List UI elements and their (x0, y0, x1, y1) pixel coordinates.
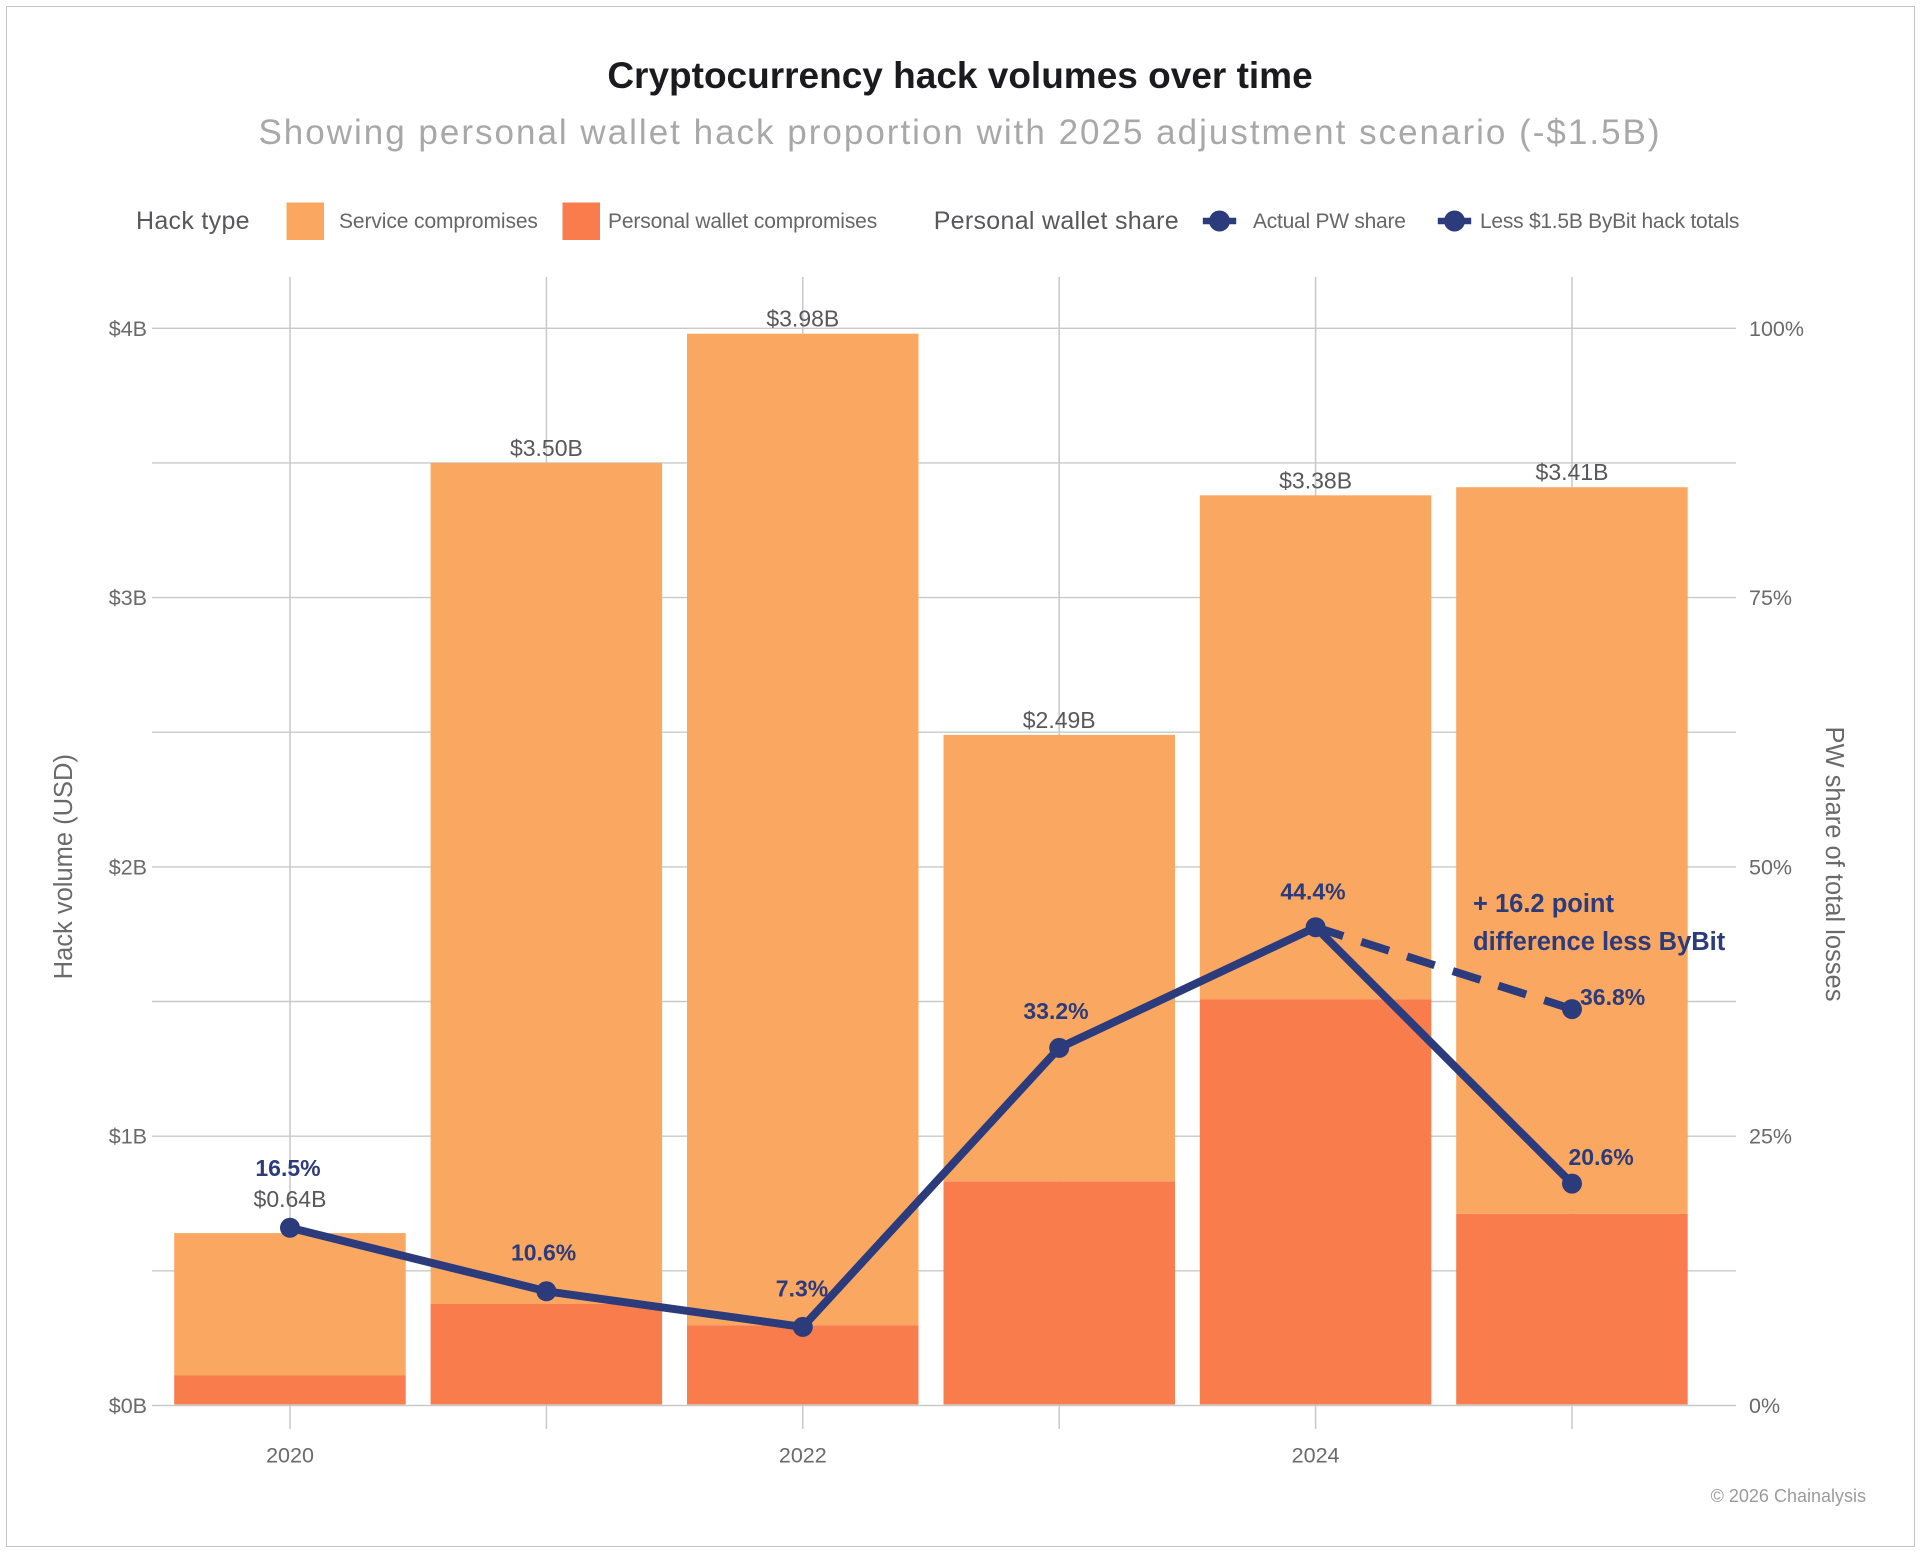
svg-text:$0.64B: $0.64B (254, 1186, 327, 1212)
svg-text:75%: 75% (1749, 586, 1792, 610)
svg-text:7.3%: 7.3% (776, 1275, 828, 1301)
svg-text:$4B: $4B (109, 317, 147, 341)
svg-text:44.4%: 44.4% (1280, 878, 1345, 904)
svg-text:33.2%: 33.2% (1023, 998, 1088, 1024)
svg-text:10.6%: 10.6% (511, 1239, 576, 1265)
svg-text:25%: 25% (1749, 1125, 1792, 1149)
svg-text:2020: 2020 (266, 1444, 314, 1468)
svg-text:PW share of total losses: PW share of total losses (1820, 727, 1848, 1002)
svg-text:Personal wallet share: Personal wallet share (934, 207, 1179, 235)
svg-text:© 2026 Chainalysis: © 2026 Chainalysis (1711, 1486, 1866, 1506)
svg-text:2022: 2022 (779, 1444, 827, 1468)
svg-text:$0B: $0B (109, 1394, 147, 1418)
svg-text:$3.98B: $3.98B (766, 306, 839, 332)
svg-text:$1B: $1B (109, 1125, 147, 1149)
svg-text:Service compromises: Service compromises (339, 210, 538, 233)
svg-text:+ 16.2 point: + 16.2 point (1473, 890, 1615, 918)
svg-text:$3.50B: $3.50B (510, 435, 583, 461)
svg-text:100%: 100% (1749, 317, 1804, 341)
svg-text:Cryptocurrency hack volumes ov: Cryptocurrency hack volumes over time (607, 55, 1312, 96)
svg-text:20.6%: 20.6% (1569, 1144, 1634, 1170)
svg-text:$3.41B: $3.41B (1536, 459, 1609, 485)
svg-text:50%: 50% (1749, 855, 1792, 879)
svg-text:difference less ByBit: difference less ByBit (1473, 928, 1726, 956)
svg-text:Less $1.5B ByBit hack totals: Less $1.5B ByBit hack totals (1480, 210, 1739, 233)
svg-text:$3.38B: $3.38B (1279, 467, 1352, 493)
svg-text:Personal wallet compromises: Personal wallet compromises (608, 210, 877, 233)
svg-text:2024: 2024 (1292, 1444, 1340, 1468)
svg-text:36.8%: 36.8% (1580, 984, 1645, 1010)
svg-text:16.5%: 16.5% (255, 1155, 320, 1181)
svg-text:$3B: $3B (109, 586, 147, 610)
svg-text:Actual PW share: Actual PW share (1253, 210, 1406, 233)
svg-text:$2B: $2B (109, 855, 147, 879)
svg-text:Showing personal wallet hack p: Showing personal wallet hack proportion … (258, 113, 1661, 152)
svg-text:$2.49B: $2.49B (1023, 707, 1096, 733)
svg-text:0%: 0% (1749, 1394, 1780, 1418)
svg-text:Hack type: Hack type (136, 207, 250, 235)
svg-text:Hack volume (USD): Hack volume (USD) (50, 754, 78, 979)
